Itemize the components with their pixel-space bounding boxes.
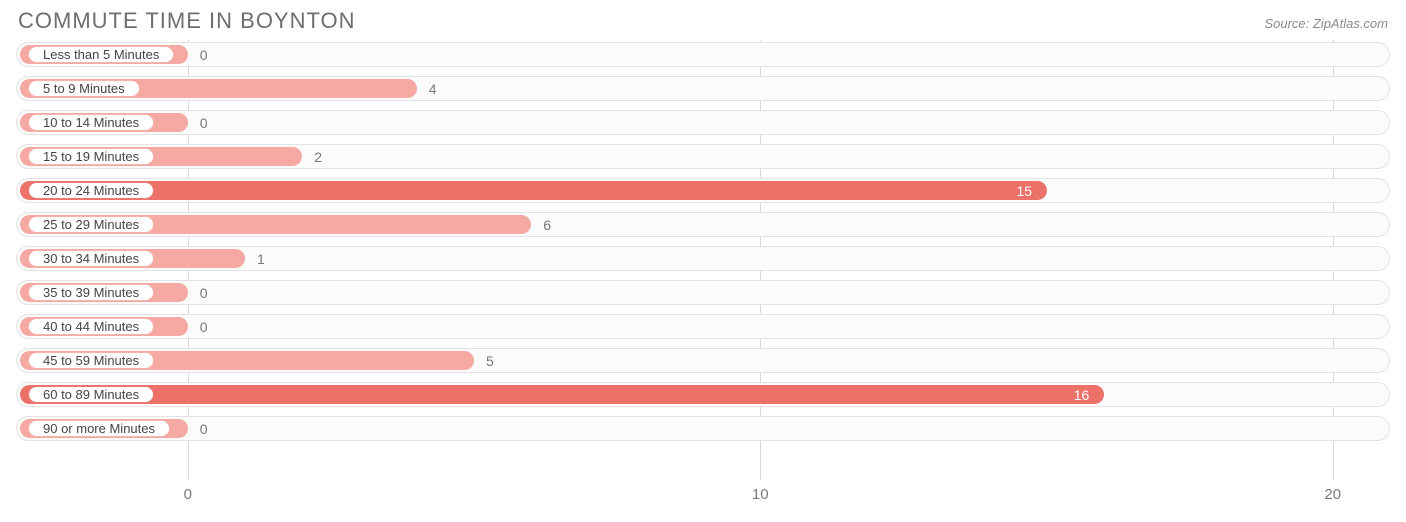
chart-title: COMMUTE TIME IN BOYNTON: [18, 8, 356, 34]
chart-container: COMMUTE TIME IN BOYNTON Source: ZipAtlas…: [0, 0, 1406, 522]
x-axis-tick: 20: [1324, 486, 1341, 503]
value-label: 1: [257, 244, 265, 273]
category-pill: 15 to 19 Minutes: [28, 148, 154, 165]
category-pill: 10 to 14 Minutes: [28, 114, 154, 131]
category-pill: 30 to 34 Minutes: [28, 250, 154, 267]
bar-fill-highlight: [20, 385, 1104, 404]
bar-row: 90 or more Minutes 0: [16, 414, 1390, 443]
chart-area: Less than 5 Minutes 0 5 to 9 Minutes 4 10 to…: [16, 40, 1390, 480]
bar-row: 45 to 59 Minutes 5: [16, 346, 1390, 375]
x-axis-tick: 10: [752, 486, 769, 503]
value-label: 2: [314, 142, 322, 171]
x-axis-tick: 0: [184, 486, 192, 503]
bar-row: 40 to 44 Minutes 0: [16, 312, 1390, 341]
bar-track: [16, 110, 1390, 135]
bar-track: [16, 42, 1390, 67]
bar-row: 5 to 9 Minutes 4: [16, 74, 1390, 103]
bar-fill-highlight: [20, 181, 1047, 200]
bar-row: 25 to 29 Minutes 6: [16, 210, 1390, 239]
category-pill: 35 to 39 Minutes: [28, 284, 154, 301]
bar-row: 20 to 24 Minutes 15: [16, 176, 1390, 205]
bar-row: 35 to 39 Minutes 0: [16, 278, 1390, 307]
value-label: 5: [486, 346, 494, 375]
category-pill: 45 to 59 Minutes: [28, 352, 154, 369]
value-label: 0: [200, 278, 208, 307]
bar-track: [16, 280, 1390, 305]
bar-row: 10 to 14 Minutes 0: [16, 108, 1390, 137]
bar-row: 30 to 34 Minutes 1: [16, 244, 1390, 273]
value-label: 4: [429, 74, 437, 103]
value-label: 0: [200, 108, 208, 137]
category-pill: 60 to 89 Minutes: [28, 386, 154, 403]
bar-row: 15 to 19 Minutes 2: [16, 142, 1390, 171]
category-pill: 5 to 9 Minutes: [28, 80, 140, 97]
value-label: 16: [1074, 380, 1090, 409]
bar-row: Less than 5 Minutes 0: [16, 40, 1390, 69]
source-attribution: Source: ZipAtlas.com: [1264, 16, 1388, 31]
bar-track: [16, 314, 1390, 339]
x-axis: 0 10 20: [16, 484, 1390, 510]
category-pill: 20 to 24 Minutes: [28, 182, 154, 199]
source-name: ZipAtlas.com: [1313, 16, 1388, 31]
bars-group: Less than 5 Minutes 0 5 to 9 Minutes 4 10 to…: [16, 40, 1390, 443]
value-label: 0: [200, 312, 208, 341]
value-label: 0: [200, 40, 208, 69]
bar-track: [16, 416, 1390, 441]
value-label: 6: [543, 210, 551, 239]
category-pill: 40 to 44 Minutes: [28, 318, 154, 335]
bar-row: 60 to 89 Minutes 16: [16, 380, 1390, 409]
category-pill: 25 to 29 Minutes: [28, 216, 154, 233]
header: COMMUTE TIME IN BOYNTON Source: ZipAtlas…: [0, 0, 1406, 40]
value-label: 0: [200, 414, 208, 443]
source-prefix: Source:: [1264, 16, 1312, 31]
category-pill: 90 or more Minutes: [28, 420, 170, 437]
category-pill: Less than 5 Minutes: [28, 46, 174, 63]
value-label: 15: [1017, 176, 1033, 205]
